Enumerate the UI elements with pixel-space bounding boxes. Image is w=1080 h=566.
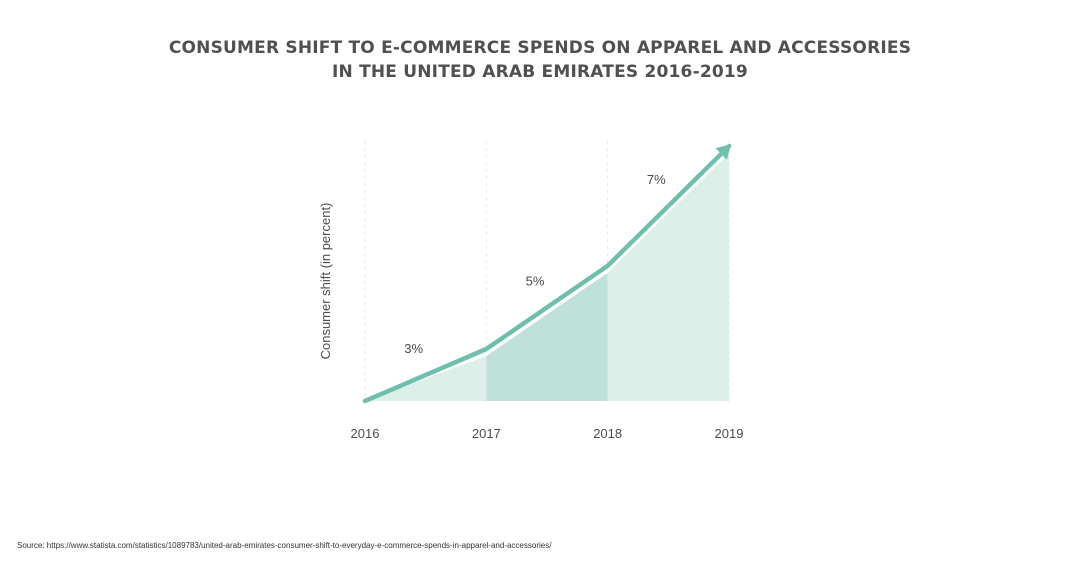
- area-segment-2018-2019: [607, 153, 729, 401]
- area-layer: [365, 153, 729, 401]
- area-segment-2017-2018: [486, 272, 608, 401]
- chart-title: CONSUMER SHIFT TO E-COMMERCE SPENDS ON A…: [0, 36, 1080, 84]
- y-axis-label: Consumer shift (in percent): [318, 203, 333, 360]
- x-tick-label-2019: 2019: [715, 426, 744, 441]
- increment-label-2019: 7%: [647, 172, 666, 187]
- trend-arrowhead: [715, 144, 732, 160]
- chart-title-line-2: IN THE UNITED ARAB EMIRATES 2016-2019: [332, 62, 748, 82]
- x-tick-label-2016: 2016: [351, 426, 380, 441]
- label-layer: 2016 2017 2018 2019 3% 5% 7%: [351, 172, 744, 441]
- trend-line: [362, 143, 732, 404]
- x-tick-label-2017: 2017: [472, 426, 501, 441]
- source-note: Source: https://www.statista.com/statist…: [17, 541, 552, 550]
- line-layer: [362, 143, 732, 404]
- increment-label-2018: 5%: [526, 273, 545, 288]
- chart-title-line-1: CONSUMER SHIFT TO E-COMMERCE SPENDS ON A…: [168, 38, 912, 58]
- x-tick-label-2018: 2018: [593, 426, 622, 441]
- increment-label-2017: 3%: [404, 341, 423, 356]
